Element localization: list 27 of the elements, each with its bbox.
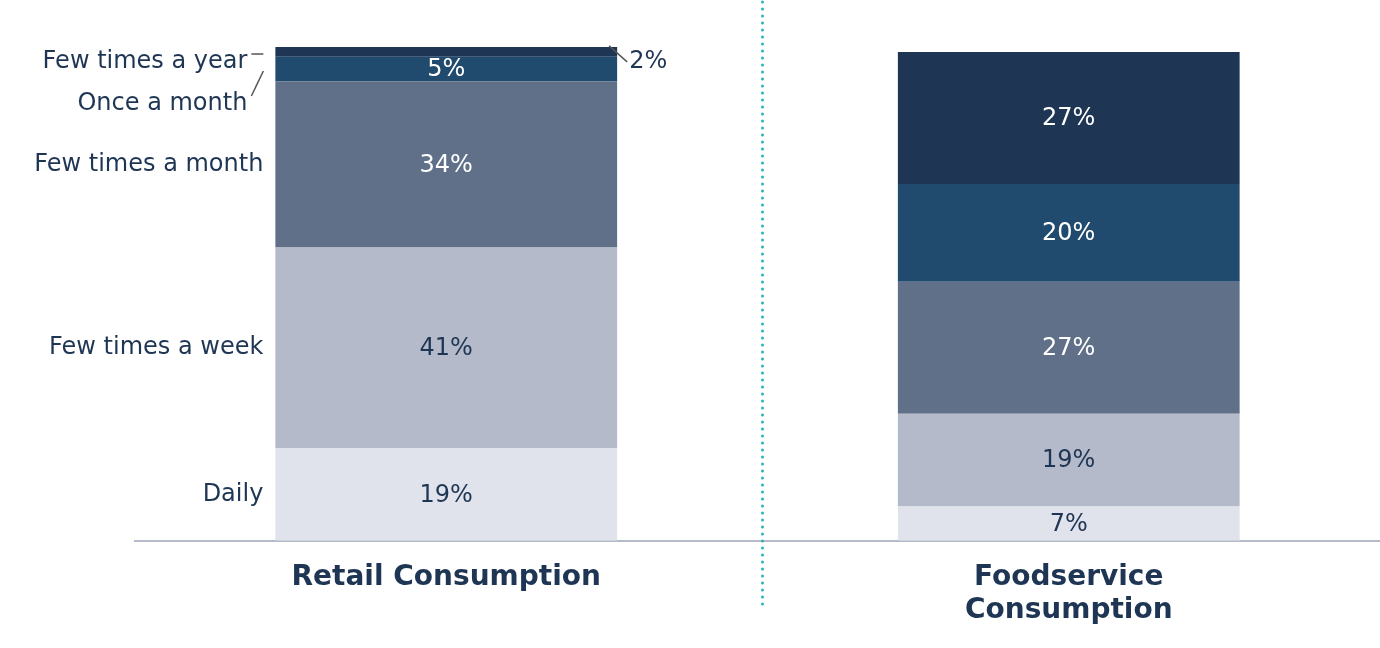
- data-label: 27%: [1042, 103, 1096, 132]
- data-label: 5%: [427, 54, 466, 83]
- series-label: Few times a year: [42, 46, 248, 75]
- data-label: 2%: [629, 46, 668, 75]
- x-tick-label: Retail Consumption: [291, 558, 601, 592]
- data-label: 19%: [1042, 445, 1096, 474]
- bar: [275, 447, 618, 541]
- data-label: 7%: [1049, 508, 1088, 537]
- data-label: 19%: [419, 479, 473, 508]
- bar: [897, 183, 1240, 282]
- series-label: Daily: [202, 478, 264, 507]
- bar: [275, 247, 618, 448]
- bar: [897, 413, 1240, 507]
- series-label: Once a month: [77, 88, 248, 117]
- series-label: Few times a month: [34, 148, 264, 177]
- x-tick-label: Foodservice Consumption: [964, 558, 1173, 626]
- bar: [897, 51, 1240, 184]
- bar: [275, 56, 618, 82]
- bar: [275, 47, 618, 57]
- data-label: 27%: [1042, 332, 1096, 361]
- bar: [897, 281, 1240, 414]
- bar: [275, 81, 618, 248]
- data-label: 20%: [1042, 218, 1096, 247]
- data-label: 34%: [419, 149, 473, 178]
- data-label: 41%: [419, 332, 473, 361]
- series-label: Few times a week: [49, 331, 264, 360]
- bar: [897, 506, 1240, 541]
